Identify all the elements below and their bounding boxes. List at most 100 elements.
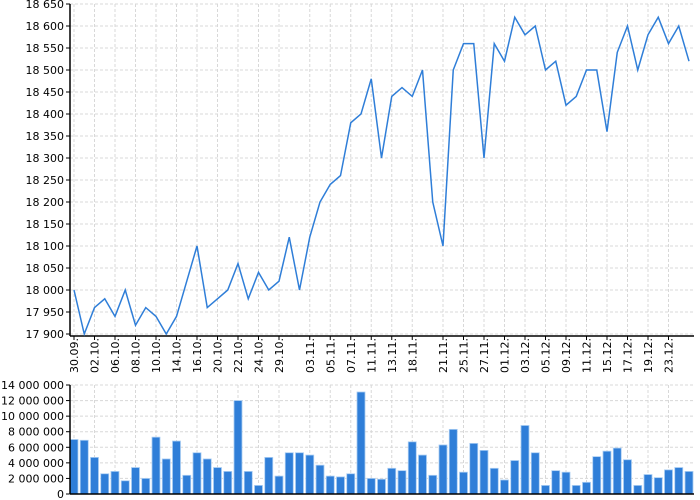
volume-bar <box>387 467 397 495</box>
y-tick-label: 18 150 <box>26 218 65 231</box>
y-tick-label: 17 950 <box>26 306 65 319</box>
volume-bar <box>664 469 673 495</box>
y-tick-label: 18 000 <box>26 284 65 297</box>
x-tick-label: 29.10. <box>273 338 286 373</box>
volume-bar <box>120 480 130 495</box>
x-tick-label: 30.09. <box>68 338 81 373</box>
x-tick-label: 02.10. <box>89 338 102 373</box>
volume-bar <box>223 471 233 495</box>
volume-bar <box>131 467 140 495</box>
x-tick-label: 18.11. <box>406 338 419 373</box>
y-tick-label: 6 000 000 <box>8 441 64 454</box>
x-tick-label: 03.12. <box>519 338 532 373</box>
volume-bar <box>377 478 386 495</box>
y-tick-label: 0 <box>57 488 64 500</box>
volume-bar <box>100 473 110 495</box>
volume-bar <box>346 473 356 495</box>
x-tick-label: 15.12. <box>601 338 614 373</box>
volume-bar <box>141 478 151 495</box>
volume-bar <box>366 478 376 495</box>
volume-bar <box>623 459 632 495</box>
volume-bar <box>69 439 79 495</box>
volume-bar <box>510 460 520 495</box>
y-tick-label: 14 000 000 <box>1 379 64 392</box>
volume-bar <box>315 464 325 495</box>
volume-bar <box>541 485 550 495</box>
x-tick-label: 27.11. <box>478 338 491 373</box>
x-tick-label: 17.12. <box>622 338 635 373</box>
volume-bar <box>182 474 192 495</box>
volume-bar <box>151 436 161 495</box>
price-line <box>73 15 690 337</box>
x-tick-label: 01.12. <box>499 338 512 373</box>
volume-bar <box>428 474 438 495</box>
x-tick-label: 09.12. <box>560 338 573 373</box>
volume-bar <box>520 425 530 495</box>
x-tick-label: 23.12. <box>663 338 676 373</box>
volume-bar <box>674 467 684 495</box>
volume-bar <box>551 470 561 495</box>
volume-bar <box>582 481 591 495</box>
volume-bar <box>213 467 222 495</box>
volume-bar <box>172 440 181 495</box>
y-tick-label: 18 400 <box>26 108 65 121</box>
y-tick-label: 18 550 <box>26 42 65 55</box>
volume-bar <box>479 449 489 495</box>
x-tick-label: 07.11. <box>345 338 358 373</box>
volume-bar <box>295 452 304 495</box>
volume-bar <box>602 450 612 495</box>
volume-bar <box>489 467 499 495</box>
x-tick-label: 22.10. <box>232 338 245 373</box>
volume-bar <box>305 454 315 495</box>
volume-bar <box>110 471 120 495</box>
x-tick-label: 14.10. <box>171 338 184 373</box>
x-tick-label: 06.10. <box>109 338 122 373</box>
x-tick-label: 19.12. <box>642 338 655 373</box>
y-tick-label: 18 450 <box>26 86 65 99</box>
volume-bar <box>684 471 694 495</box>
volume-bar <box>243 471 253 495</box>
volume-bar <box>571 485 581 495</box>
volume-bar <box>90 457 99 495</box>
volume-bar <box>653 477 663 495</box>
y-tick-label: 18 100 <box>26 240 65 253</box>
volume-bar <box>192 452 202 495</box>
x-tick-label: 16.10. <box>191 338 204 373</box>
x-tick-label: 11.11. <box>365 338 378 373</box>
x-tick-label: 21.11. <box>437 338 450 373</box>
volume-bar <box>202 458 212 495</box>
y-tick-label: 18 200 <box>26 196 65 209</box>
y-tick-label: 18 600 <box>26 20 65 33</box>
x-tick-label: 13.11. <box>386 338 399 373</box>
volume-bar <box>500 479 509 495</box>
volume-bar <box>264 457 274 495</box>
y-tick-label: 8 000 000 <box>8 426 64 439</box>
volume-bar <box>459 471 468 495</box>
volume-bar <box>254 485 263 495</box>
volume-bar <box>561 471 571 495</box>
y-tick-label: 18 050 <box>26 262 65 275</box>
volume-bar <box>592 456 602 495</box>
y-tick-label: 4 000 000 <box>8 457 64 470</box>
volume-bar <box>161 458 171 495</box>
volume-bar <box>438 444 448 495</box>
y-tick-label: 18 500 <box>26 64 65 77</box>
volume-bar <box>356 391 366 495</box>
x-tick-label: 24.10. <box>253 338 266 373</box>
volume-bar <box>530 452 540 495</box>
volume-bar <box>233 400 243 495</box>
volume-bar <box>643 474 653 495</box>
y-tick-label: 18 350 <box>26 130 65 143</box>
y-tick-label: 18 300 <box>26 152 65 165</box>
volume-bar <box>448 428 458 495</box>
y-tick-label: 2 000 000 <box>8 472 64 485</box>
x-tick-label: 03.11. <box>304 338 317 373</box>
volume-bar <box>336 476 345 495</box>
x-tick-label: 11.12. <box>581 338 594 373</box>
y-tick-label: 17 900 <box>26 328 65 341</box>
volume-bar <box>407 441 417 495</box>
x-tick-label: 10.10. <box>150 338 163 373</box>
volume-bar <box>274 475 284 495</box>
